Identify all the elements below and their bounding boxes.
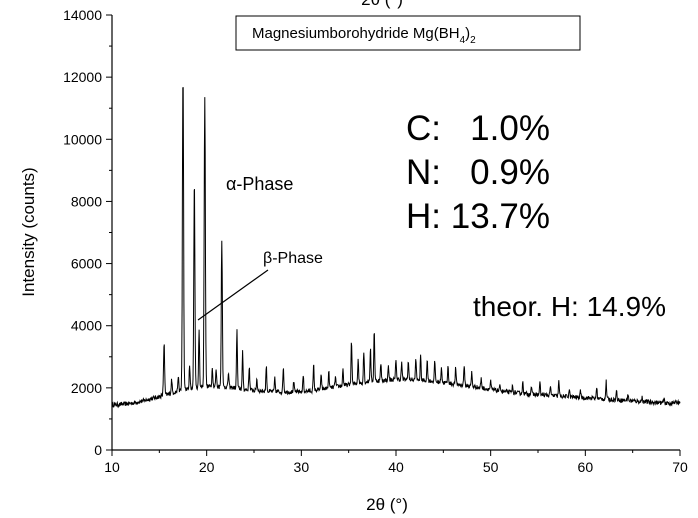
compound-title-sub1: 4: [460, 35, 466, 46]
carbon-content: C: 1.0%: [406, 109, 550, 148]
x-tick-label: 20: [199, 459, 215, 475]
y-axis-title: Intensity (counts): [19, 167, 38, 296]
theoretical-hydrogen: theor. H: 14.9%: [473, 291, 666, 322]
x-tick-label: 60: [578, 459, 594, 475]
hydrogen-content: H: 13.7%: [406, 197, 550, 236]
y-tick-label: 8000: [71, 193, 102, 209]
y-tick-label: 10000: [63, 131, 102, 147]
beta-phase-label: β-Phase: [263, 250, 323, 267]
y-ticks: 0 2000 4000 6000 8000 10000 12000 14000: [63, 7, 112, 458]
x-axis-title: 2θ (°): [366, 495, 408, 514]
y-tick-label: 12000: [63, 69, 102, 85]
x-tick-label: 10: [104, 459, 120, 475]
compound-title: Magnesiumborohydride Mg(BH4)2: [252, 25, 476, 46]
nitrogen-content: N: 0.9%: [406, 153, 550, 192]
y-tick-label: 14000: [63, 7, 102, 23]
x-ticks: 10 20 30 40 50 60 70: [104, 450, 688, 475]
y-tick-label: 4000: [71, 318, 102, 334]
x-tick-label: 50: [483, 459, 499, 475]
beta-phase-pointer: [197, 269, 269, 321]
top-axis-label: 2θ (°): [361, 0, 403, 9]
x-tick-label: 70: [672, 459, 688, 475]
compound-title-close: ): [465, 25, 470, 42]
xrd-pattern-series: [111, 86, 681, 409]
y-tick-label: 0: [94, 442, 102, 458]
y-tick-label: 6000: [71, 256, 102, 272]
y-tick-label: 2000: [71, 380, 102, 396]
compound-title-box: [235, 15, 581, 51]
x-tick-label: 40: [388, 459, 404, 475]
compound-title-sub2: 2: [470, 35, 476, 46]
compound-title-text: Magnesiumborohydride Mg(BH: [252, 25, 460, 42]
alpha-phase-label: α-Phase: [226, 174, 293, 194]
x-tick-label: 30: [294, 459, 310, 475]
